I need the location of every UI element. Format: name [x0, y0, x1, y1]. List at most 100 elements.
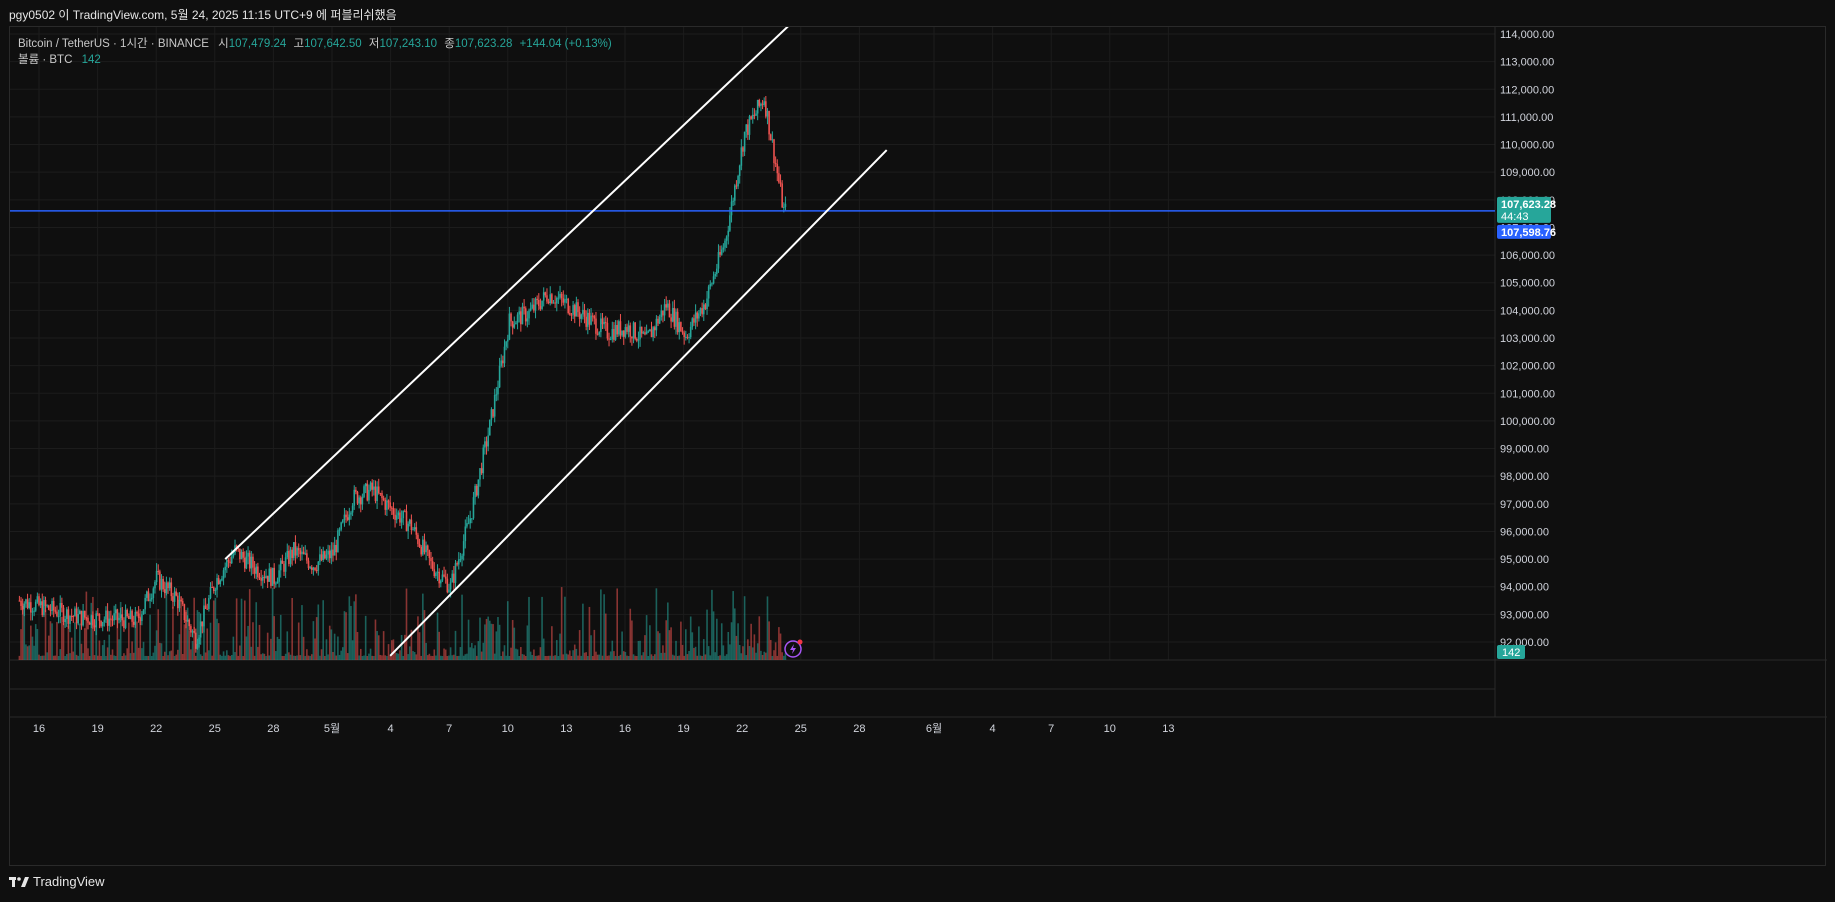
- candle-body: [337, 530, 339, 553]
- candle-body: [640, 326, 643, 334]
- volume-bar: [85, 591, 88, 660]
- volume-bar: [333, 633, 336, 660]
- candle-body: [279, 560, 282, 571]
- candle-body: [278, 570, 280, 582]
- volume-bar: [591, 655, 594, 660]
- candle-body: [498, 365, 501, 388]
- candle-body: [745, 124, 748, 132]
- price-axis-label: 94,000.00: [1500, 582, 1549, 594]
- volume-bar: [649, 625, 651, 660]
- candle-body: [711, 283, 713, 285]
- candle-body: [155, 570, 158, 583]
- volume-bar: [379, 654, 382, 660]
- candle-body: [201, 621, 204, 627]
- volume-bar: [446, 655, 449, 660]
- candle-body: [657, 318, 659, 324]
- volume-label[interactable]: 볼륨 · BTC: [18, 54, 73, 66]
- channel-lower-line[interactable]: [389, 149, 888, 657]
- candle-body: [474, 485, 476, 498]
- price-axis-label: 106,000.00: [1500, 250, 1555, 262]
- candle-body: [444, 576, 447, 579]
- volume-bar: [714, 652, 716, 660]
- volume-bar: [332, 651, 334, 660]
- volume-bar: [119, 601, 122, 660]
- time-axis-label: 13: [1162, 723, 1174, 735]
- price-chart[interactable]: 92,000.0093,000.0094,000.0095,000.0096,0…: [10, 27, 1827, 867]
- volume-tag: [1497, 645, 1525, 659]
- volume-bar: [142, 641, 145, 660]
- candle-body: [693, 318, 695, 323]
- volume-bar: [157, 609, 160, 660]
- volume-bar: [382, 631, 385, 660]
- candle-body: [632, 322, 635, 339]
- volume-bar: [320, 649, 323, 660]
- candle-body: [773, 139, 775, 164]
- candle-body: [31, 611, 34, 613]
- candle-body: [407, 523, 409, 532]
- candle-body: [422, 539, 424, 555]
- candle-body: [461, 555, 463, 560]
- candle-body: [536, 298, 538, 300]
- candle-body: [157, 570, 160, 572]
- volume-bar: [163, 651, 166, 660]
- lightning-icon[interactable]: [784, 640, 802, 658]
- volume-bar: [39, 656, 42, 660]
- volume-bar: [783, 655, 785, 660]
- publish-caption: pgy0502 이 TradingView.com, 5월 24, 2025 1…: [9, 8, 397, 22]
- tradingview-logo[interactable]: TradingView: [9, 874, 105, 889]
- volume-bar: [575, 648, 578, 660]
- candle-body: [596, 333, 599, 335]
- volume-bar: [551, 626, 553, 660]
- volume-bar: [662, 645, 664, 660]
- volume-bar: [335, 655, 338, 660]
- volume-bar: [751, 647, 754, 660]
- candle-body: [515, 322, 517, 325]
- volume-bar: [108, 634, 111, 660]
- volume-bar: [34, 624, 37, 660]
- candle-body: [573, 305, 576, 317]
- volume-bar: [304, 655, 307, 660]
- volume-bar: [417, 616, 419, 660]
- time-axis-label: 22: [736, 723, 748, 735]
- volume-bar: [472, 648, 475, 660]
- volume-bar: [547, 655, 550, 660]
- candle-body: [500, 360, 503, 366]
- volume-bar: [564, 596, 566, 660]
- volume-bar: [454, 630, 457, 660]
- candle-body: [80, 610, 83, 626]
- volume-bar: [173, 655, 176, 660]
- volume-bar: [82, 653, 84, 660]
- volume-bar: [288, 652, 290, 660]
- time-axis-label: 19: [91, 723, 103, 735]
- candle-body: [199, 621, 202, 638]
- candle-body: [358, 497, 360, 504]
- candle-body: [23, 603, 26, 610]
- candle-body: [438, 571, 440, 584]
- candle-body: [322, 551, 324, 560]
- volume-bar: [278, 638, 280, 660]
- volume-bar: [531, 655, 534, 660]
- candle-body: [516, 314, 519, 323]
- volume-bar: [461, 594, 463, 660]
- notification-dot: [797, 639, 803, 645]
- candle-body: [296, 548, 298, 556]
- candle-body: [587, 312, 589, 327]
- candle-body: [222, 570, 225, 579]
- candle-body: [149, 599, 151, 602]
- symbol-label[interactable]: Bitcoin / TetherUS · 1시간 · BINANCE: [18, 38, 209, 50]
- volume-bar: [554, 655, 556, 660]
- volume-bar: [193, 597, 195, 660]
- volume-bar: [250, 646, 253, 660]
- volume-bar: [353, 601, 356, 660]
- volume-bar: [743, 596, 746, 660]
- price-axis-label: 97,000.00: [1500, 499, 1549, 511]
- volume-bar: [46, 652, 48, 660]
- channel-upper-line[interactable]: [224, 27, 789, 560]
- candle-body: [655, 318, 658, 331]
- volume-bar: [681, 644, 684, 660]
- candle-body: [748, 116, 751, 135]
- candle-body: [680, 322, 682, 332]
- chart-frame[interactable]: 92,000.00 93,000.00 94,000.00 95,000.00 96,0…: [9, 26, 1827, 867]
- volume-bar: [154, 645, 156, 660]
- candle-body: [56, 611, 58, 617]
